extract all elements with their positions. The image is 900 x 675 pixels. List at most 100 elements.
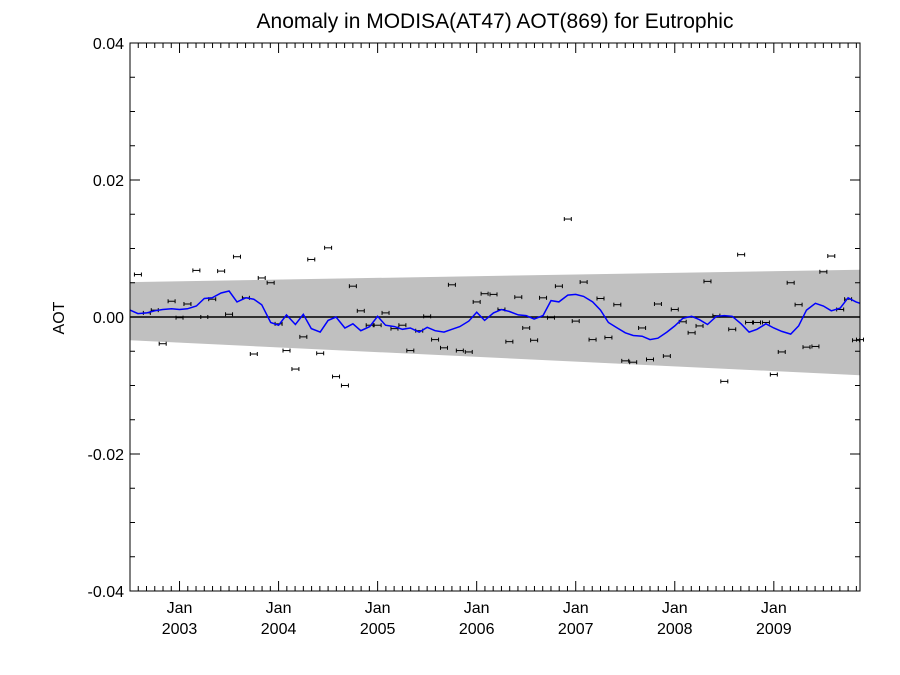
data-point xyxy=(183,301,192,306)
y-axis-label: AOT xyxy=(51,301,68,334)
data-point xyxy=(720,379,729,384)
data-point xyxy=(752,320,761,325)
data-point xyxy=(819,269,828,274)
data-point xyxy=(629,360,638,365)
data-point xyxy=(257,275,266,280)
data-point xyxy=(703,279,712,284)
data-point xyxy=(539,295,548,300)
x-tick-year-label: 2009 xyxy=(756,621,792,638)
data-point xyxy=(133,272,142,277)
y-tick-label: -0.04 xyxy=(88,584,125,601)
x-tick-year-label: 2005 xyxy=(360,621,396,638)
data-point xyxy=(687,330,696,335)
x-tick-month-label: Jan xyxy=(365,600,391,617)
data-point xyxy=(406,348,415,353)
data-point xyxy=(522,325,531,330)
data-point xyxy=(439,345,448,350)
data-point xyxy=(447,282,456,287)
band-area xyxy=(130,269,860,376)
running-mean-path xyxy=(129,290,861,341)
data-point xyxy=(200,315,209,319)
data-point xyxy=(175,315,184,320)
data-point xyxy=(356,308,365,313)
data-point xyxy=(786,280,795,285)
data-point xyxy=(596,296,605,301)
data-point xyxy=(695,323,704,328)
data-point xyxy=(588,337,597,342)
x-tick-month-label: Jan xyxy=(761,600,787,617)
data-point xyxy=(827,254,836,259)
data-point xyxy=(571,319,580,324)
data-point xyxy=(192,268,201,273)
data-point xyxy=(638,325,647,330)
data-point xyxy=(373,323,382,328)
x-tick-year-label: 2007 xyxy=(558,621,594,638)
data-point xyxy=(217,269,226,274)
data-point xyxy=(299,334,308,339)
data-point xyxy=(332,374,341,379)
data-point xyxy=(794,302,803,307)
data-point xyxy=(381,310,390,315)
y-tick-label: 0.02 xyxy=(93,173,124,190)
y-axis: 0.04 0.02 0.00 -0.02 -0.04 xyxy=(88,36,860,601)
data-point xyxy=(324,245,333,250)
data-point xyxy=(505,339,514,344)
data-point xyxy=(249,351,258,356)
data-point xyxy=(662,354,671,359)
data-point xyxy=(455,348,464,353)
data-point xyxy=(480,291,489,296)
data-point xyxy=(348,284,357,289)
data-point xyxy=(316,351,325,356)
data-point xyxy=(282,348,291,353)
x-tick-month-label: Jan xyxy=(266,600,292,617)
x-tick-year-label: 2006 xyxy=(459,621,495,638)
data-point xyxy=(653,301,662,306)
data-point xyxy=(530,338,539,343)
data-point xyxy=(472,299,481,304)
data-point xyxy=(225,312,234,317)
x-tick-year-label: 2003 xyxy=(162,621,198,638)
data-point xyxy=(423,314,432,319)
x-tick-year-label: 2008 xyxy=(657,621,693,638)
data-point xyxy=(464,349,473,354)
data-point xyxy=(646,357,655,362)
data-point xyxy=(554,284,563,289)
x-axis: Jan 2003 Jan 2004 Jan 2005 Jan 2006 Jan 2007 Jan 20… xyxy=(129,43,857,638)
confidence-band xyxy=(130,269,860,376)
data-point xyxy=(431,337,440,342)
x-tick-month-label: Jan xyxy=(662,600,688,617)
data-point xyxy=(266,280,275,285)
data-point xyxy=(737,252,746,257)
data-point xyxy=(307,257,316,262)
x-tick-month-label: Jan xyxy=(563,600,589,617)
data-point xyxy=(728,327,737,332)
y-tick-label: 0.00 xyxy=(93,310,124,327)
data-point xyxy=(745,320,754,325)
data-point xyxy=(670,307,679,312)
data-point xyxy=(579,280,588,285)
data-point xyxy=(167,299,176,304)
y-tick-label: 0.04 xyxy=(93,36,124,53)
y-tick-label: -0.02 xyxy=(88,447,125,464)
chart-title: Anomaly in MODISA(AT47) AOT(869) for Eut… xyxy=(257,10,734,33)
data-point xyxy=(489,292,498,297)
data-point xyxy=(802,345,811,350)
data-points xyxy=(133,217,864,388)
data-point xyxy=(811,344,820,349)
x-tick-month-label: Jan xyxy=(464,600,490,617)
data-point xyxy=(398,323,407,328)
data-point xyxy=(777,349,786,354)
data-point xyxy=(769,372,778,377)
data-point xyxy=(232,254,241,259)
data-point xyxy=(761,320,770,325)
data-point xyxy=(563,217,572,222)
data-point xyxy=(604,335,613,340)
data-point xyxy=(514,295,523,300)
data-point xyxy=(613,302,622,307)
data-point xyxy=(621,358,630,363)
x-tick-month-label: Jan xyxy=(167,600,193,617)
data-point xyxy=(365,323,374,328)
data-point xyxy=(546,315,555,320)
running-mean-line xyxy=(129,290,861,341)
